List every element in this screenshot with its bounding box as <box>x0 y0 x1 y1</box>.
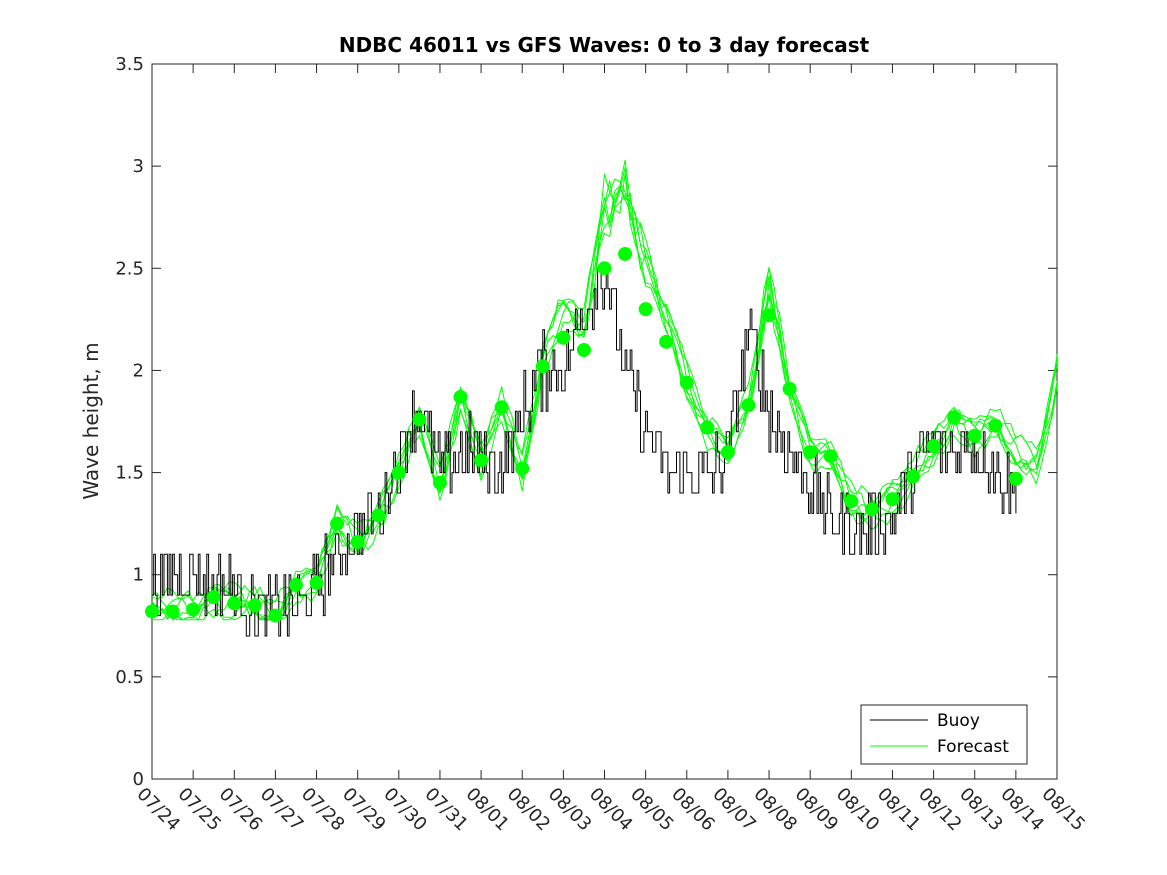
legend-forecast-label: Forecast <box>937 737 1009 757</box>
series-layer <box>151 160 1058 637</box>
forecast-marker <box>906 469 921 484</box>
forecast-marker <box>576 343 591 357</box>
forecast-marker <box>288 577 303 592</box>
forecast-marker <box>638 302 653 317</box>
forecast-marker <box>494 400 509 415</box>
forecast-marker <box>926 439 941 454</box>
forecast-marker <box>885 492 900 507</box>
buoy-line <box>152 267 1017 637</box>
forecast-marker <box>145 604 159 619</box>
forecast-marker <box>350 535 365 550</box>
y-axis-label: Wave height, m <box>79 342 103 499</box>
y-axis: 0 0.5 1 1.5 2 2.5 3 3.5 <box>115 54 1057 790</box>
y-tick-label: 3 <box>133 156 144 177</box>
forecast-marker <box>844 494 859 509</box>
y-tick-label: 1.5 <box>115 463 144 484</box>
forecast-marker <box>823 449 838 464</box>
forecast-marker <box>782 381 797 396</box>
forecast-marker <box>227 596 242 611</box>
forecast-marker <box>618 246 633 261</box>
forecast-marker <box>432 475 447 490</box>
forecast-marker <box>330 516 345 531</box>
legend-box <box>860 704 1028 765</box>
forecast-marker <box>864 502 879 517</box>
forecast-marker <box>597 261 612 276</box>
forecast-marker <box>967 428 982 443</box>
forecast-marker <box>762 308 777 323</box>
forecast-marker <box>803 445 818 460</box>
y-tick-label: 0 <box>133 769 144 790</box>
legend-buoy-label: Buoy <box>937 711 980 731</box>
forecast-marker <box>247 598 262 613</box>
forecast-marker <box>391 465 406 480</box>
y-tick-label: 2 <box>133 360 144 381</box>
forecast-markers <box>145 246 1023 623</box>
chart-title: NDBC 46011 vs GFS Waves: 0 to 3 day fore… <box>339 33 870 57</box>
forecast-marker <box>165 604 180 619</box>
y-tick-label: 0.5 <box>115 667 144 688</box>
forecast-marker <box>679 375 694 390</box>
forecast-marker <box>186 602 201 617</box>
forecast-marker <box>988 418 1003 433</box>
forecast-marker <box>474 453 489 468</box>
forecast-marker <box>659 334 674 349</box>
plot-area <box>151 63 1058 780</box>
forecast-marker <box>371 508 386 523</box>
legend: Buoy Forecast <box>860 704 1028 765</box>
forecast-marker <box>515 461 530 476</box>
forecast-marker <box>700 420 715 435</box>
forecast-marker <box>556 330 571 345</box>
forecast-marker <box>206 590 221 605</box>
forecast-marker <box>741 398 756 413</box>
forecast-marker <box>535 359 550 374</box>
y-tick-label: 1 <box>133 565 144 586</box>
forecast-marker <box>947 410 962 425</box>
y-tick-label: 3.5 <box>115 54 144 75</box>
forecast-marker <box>309 575 324 590</box>
forecast-line <box>151 185 1058 621</box>
forecast-marker <box>268 608 283 623</box>
forecast-marker <box>1008 471 1023 486</box>
y-tick-label: 2.5 <box>115 258 144 279</box>
forecast-marker <box>453 389 468 404</box>
forecast-marker <box>720 445 735 460</box>
forecast-marker <box>412 412 427 427</box>
